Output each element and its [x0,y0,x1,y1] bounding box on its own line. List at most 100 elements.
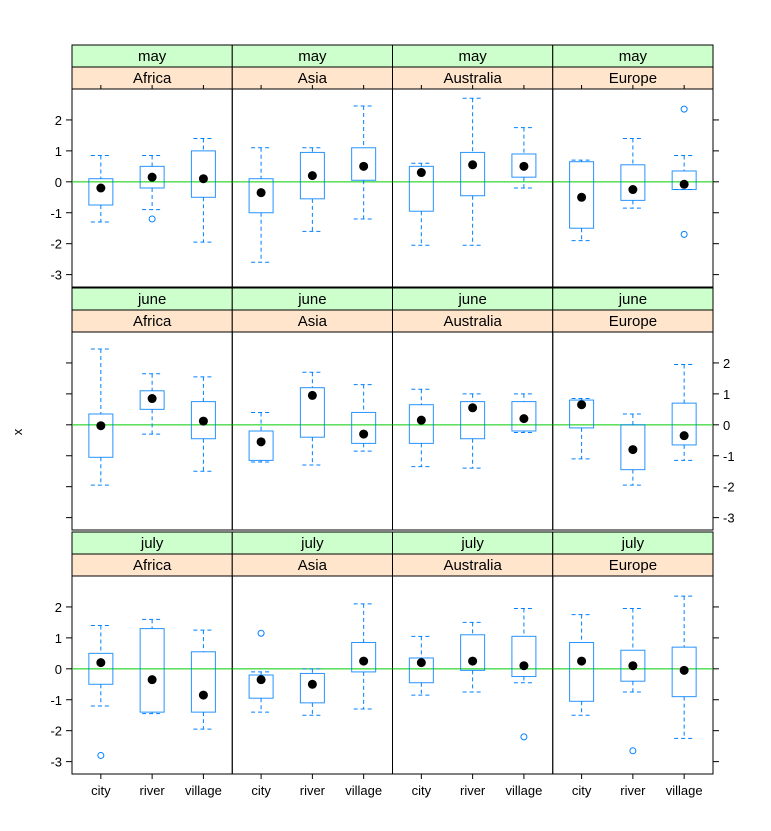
box-july-europe-village [671,646,697,698]
box-may-australia-village-median [519,161,529,171]
box-june-asia-city [248,430,274,461]
box-may-europe-village-median [679,179,689,189]
strip-region-label: Australia [443,70,502,87]
strip-region-label: Europe [609,70,657,87]
x-tick-label-river: river [139,783,165,798]
box-may-australia-village [511,153,537,178]
x-tick-label-city: city [91,783,111,798]
y-tick-label: -3 [50,755,62,770]
box-june-europe-city-median [577,400,587,410]
box-july-asia-river-median [307,679,317,689]
box-july-australia-city-median [416,658,426,668]
y-tick-label: -1 [50,693,62,708]
y-axis-label: x [10,428,25,435]
strip-region-label: Asia [298,557,328,574]
box-july-asia-city-outlier [257,629,265,637]
y-tick-label: -2 [50,237,62,252]
box-may-asia-river-median [307,171,317,181]
box-july-africa-river [139,628,165,713]
box-july-asia-city-median [256,675,266,685]
x-tick-label-village: village [505,783,542,798]
box-may-asia-village [351,147,377,181]
box-may-asia-city-median [256,188,266,198]
strip-month-label: may [619,48,648,65]
box-may-africa-river-outlier [148,215,156,223]
strip-region-label: Africa [133,313,172,330]
box-may-asia-city [248,178,274,214]
panel-july-africa [71,575,233,775]
y-tick-label: -2 [723,480,735,495]
box-june-africa-city [88,413,114,458]
box-june-australia-city-median [416,415,426,425]
box-june-australia-village-median [519,414,529,424]
box-may-europe-village-outlier [680,105,688,113]
box-june-asia-city-median [256,437,266,447]
box-july-europe-river-outlier [629,747,637,755]
box-may-asia-village-median [359,161,369,171]
box-july-africa-city [88,652,114,685]
strip-month-label: july [460,535,484,552]
y-tick-label: 0 [55,175,62,190]
box-may-australia-river-median [468,160,478,170]
box-june-asia-river-median [307,390,317,400]
y-tick-label: 1 [55,631,62,646]
box-july-asia-village [351,642,377,673]
box-july-australia-village [511,635,537,678]
box-july-africa-city-median [96,658,106,668]
box-may-australia-river [460,151,486,197]
panel-june-europe [552,331,714,531]
box-june-africa-city-median [96,421,106,431]
box-june-australia-river [460,401,486,440]
box-may-australia-city [408,165,434,212]
strip-region-label: Asia [298,70,328,87]
box-july-africa-village [190,651,216,713]
box-july-australia-village-median [519,661,529,671]
strip-region-label: Africa [133,70,172,87]
strip-month-label: may [298,48,327,65]
x-tick-label-city: city [251,783,271,798]
box-june-africa-village [190,401,216,440]
x-tick-label-village: village [666,783,703,798]
y-tick-label: 1 [723,387,730,402]
box-june-asia-village [351,411,377,444]
strip-region-label: Asia [298,313,328,330]
box-june-europe-village-median [679,431,689,441]
box-july-australia-village-outlier [520,733,528,741]
x-tick-label-village: village [185,783,222,798]
box-june-australia-city [408,404,434,444]
box-june-australia-river-median [468,403,478,413]
strip-month-label: june [618,291,647,308]
strip-month-label: july [300,535,324,552]
box-july-australia-city [408,657,434,684]
y-tick-label: 0 [55,662,62,677]
strip-month-label: june [137,291,166,308]
strip-month-label: july [621,535,645,552]
box-june-europe-river [620,424,646,471]
box-june-africa-village-median [198,416,208,426]
x-tick-label-river: river [620,783,646,798]
x-tick-label-city: city [412,783,432,798]
x-tick-label-village: village [345,783,382,798]
y-tick-label: -3 [723,511,735,526]
y-tick-label: -1 [50,206,62,221]
box-july-asia-village-median [359,656,369,666]
y-tick-label: -3 [50,268,62,283]
box-july-europe-village-median [679,665,689,675]
strip-month-label: may [138,48,167,65]
strip-region-label: Australia [443,557,502,574]
box-july-africa-village-median [198,690,208,700]
box-june-australia-village [511,401,537,432]
box-july-europe-river [620,649,646,682]
box-june-europe-village [671,402,697,446]
box-june-africa-river [139,390,165,410]
y-tick-label: 2 [55,113,62,128]
box-june-africa-river-median [147,394,157,404]
box-may-asia-river [299,151,325,200]
panel-may-asia [231,88,393,288]
strip-region-label: Australia [443,313,502,330]
y-tick-label: 2 [55,600,62,615]
strip-month-label: june [297,291,326,308]
box-may-africa-river-median [147,172,157,182]
box-may-africa-city [88,178,114,206]
